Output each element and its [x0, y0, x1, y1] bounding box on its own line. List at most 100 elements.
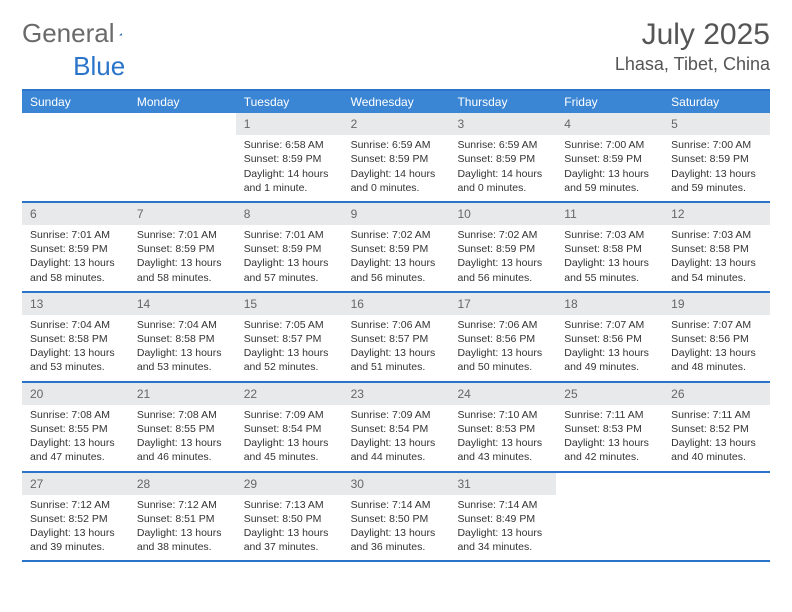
daylight-text: and 58 minutes.	[137, 271, 228, 285]
sunset-text: Sunset: 8:57 PM	[244, 332, 335, 346]
daylight-text: Daylight: 14 hours	[244, 167, 335, 181]
sunset-text: Sunset: 8:59 PM	[351, 152, 442, 166]
day-cell: 21Sunrise: 7:08 AMSunset: 8:55 PMDayligh…	[129, 383, 236, 471]
sunset-text: Sunset: 8:54 PM	[244, 422, 335, 436]
sunrise-text: Sunrise: 7:00 AM	[671, 138, 762, 152]
daylight-text: and 47 minutes.	[30, 450, 121, 464]
daylight-text: Daylight: 13 hours	[244, 436, 335, 450]
day-label: Monday	[129, 91, 236, 113]
day-number: 10	[449, 203, 556, 225]
day-number: 11	[556, 203, 663, 225]
day-cell: 27Sunrise: 7:12 AMSunset: 8:52 PMDayligh…	[22, 473, 129, 561]
week-row: 27 Sunrise: 7:12 AMSunset: 8:52 PM Dayligh…	[22, 473, 770, 563]
sunrise-text: Sunrise: 7:01 AM	[244, 228, 335, 242]
day-cell: 9Sunrise: 7:02 AMSunset: 8:59 PMDaylight…	[343, 203, 450, 291]
day-body: Sunrise: 7:12 AMSunset: 8:51 PMDaylight:…	[129, 495, 236, 561]
day-cell: 2Sunrise: 6:59 AMSunset: 8:59 PMDaylight…	[343, 113, 450, 201]
sunrise-text: Sunrise: 7:04 AM	[137, 318, 228, 332]
sunrise-text: Sunrise: 7:10 AM	[457, 408, 548, 422]
sunset-text: Sunset: 8:59 PM	[137, 242, 228, 256]
day-cell: 17Sunrise: 7:06 AMSunset: 8:56 PMDayligh…	[449, 293, 556, 381]
day-body: Sunrise: 7:01 AMSunset: 8:59 PMDaylight:…	[22, 225, 129, 291]
sunset-text: Sunset: 8:59 PM	[30, 242, 121, 256]
sunrise-text: Sunrise: 7:07 AM	[671, 318, 762, 332]
day-cell: 15Sunrise: 7:05 AMSunset: 8:57 PMDayligh…	[236, 293, 343, 381]
sunset-text: Sunset: 8:58 PM	[30, 332, 121, 346]
sunrise-text: Sunrise: 6:59 AM	[457, 138, 548, 152]
sunset-text: Sunset: 8:58 PM	[671, 242, 762, 256]
sunrise-text: Sunrise: 7:08 AM	[30, 408, 121, 422]
day-label: Friday	[556, 91, 663, 113]
sunset-text: Sunset: 8:51 PM	[137, 512, 228, 526]
daylight-text: and 59 minutes.	[564, 181, 655, 195]
daylight-text: Daylight: 14 hours	[351, 167, 442, 181]
day-number: 21	[129, 383, 236, 405]
daylight-text: and 45 minutes.	[244, 450, 335, 464]
daylight-text: Daylight: 13 hours	[564, 346, 655, 360]
daylight-text: Daylight: 13 hours	[137, 346, 228, 360]
sunrise-text: Sunrise: 7:03 AM	[564, 228, 655, 242]
day-number: 6	[22, 203, 129, 225]
day-number: 28	[129, 473, 236, 495]
sunrise-text: Sunrise: 7:03 AM	[671, 228, 762, 242]
sunset-text: Sunset: 8:55 PM	[137, 422, 228, 436]
day-body: Sunrise: 7:10 AMSunset: 8:53 PMDaylight:…	[449, 405, 556, 471]
day-label: Wednesday	[343, 91, 450, 113]
daylight-text: and 54 minutes.	[671, 271, 762, 285]
day-number: 3	[449, 113, 556, 135]
sunset-text: Sunset: 8:58 PM	[137, 332, 228, 346]
daylight-text: and 44 minutes.	[351, 450, 442, 464]
day-body: Sunrise: 7:14 AMSunset: 8:49 PMDaylight:…	[449, 495, 556, 561]
daylight-text: and 0 minutes.	[457, 181, 548, 195]
daylight-text: Daylight: 13 hours	[671, 436, 762, 450]
logo: General	[22, 18, 145, 49]
day-number: 27	[22, 473, 129, 495]
sunrise-text: Sunrise: 7:02 AM	[351, 228, 442, 242]
day-number: 20	[22, 383, 129, 405]
sunset-text: Sunset: 8:56 PM	[671, 332, 762, 346]
daylight-text: Daylight: 14 hours	[457, 167, 548, 181]
daylight-text: and 34 minutes.	[457, 540, 548, 554]
day-cell: 23Sunrise: 7:09 AMSunset: 8:54 PMDayligh…	[343, 383, 450, 471]
daylight-text: and 36 minutes.	[351, 540, 442, 554]
daylight-text: and 42 minutes.	[564, 450, 655, 464]
daylight-text: and 56 minutes.	[457, 271, 548, 285]
day-body: Sunrise: 7:02 AMSunset: 8:59 PMDaylight:…	[449, 225, 556, 291]
day-body: Sunrise: 7:02 AMSunset: 8:59 PMDaylight:…	[343, 225, 450, 291]
sunrise-text: Sunrise: 7:00 AM	[564, 138, 655, 152]
daylight-text: Daylight: 13 hours	[137, 526, 228, 540]
calendar: Sunday Monday Tuesday Wednesday Thursday…	[22, 89, 770, 562]
sunset-text: Sunset: 8:52 PM	[30, 512, 121, 526]
sunset-text: Sunset: 8:52 PM	[671, 422, 762, 436]
day-cell: 14Sunrise: 7:04 AMSunset: 8:58 PMDayligh…	[129, 293, 236, 381]
day-cell: 4Sunrise: 7:00 AMSunset: 8:59 PMDaylight…	[556, 113, 663, 201]
daylight-text: Daylight: 13 hours	[244, 346, 335, 360]
daylight-text: Daylight: 13 hours	[457, 346, 548, 360]
daylight-text: and 46 minutes.	[137, 450, 228, 464]
daylight-text: and 39 minutes.	[30, 540, 121, 554]
day-body: Sunrise: 7:09 AMSunset: 8:54 PMDaylight:…	[236, 405, 343, 471]
logo-text-2: Blue	[73, 51, 125, 82]
daylight-text: and 1 minute.	[244, 181, 335, 195]
daylight-text: Daylight: 13 hours	[351, 256, 442, 270]
day-body: Sunrise: 7:06 AMSunset: 8:56 PMDaylight:…	[449, 315, 556, 381]
sunrise-text: Sunrise: 7:07 AM	[564, 318, 655, 332]
sunrise-text: Sunrise: 7:01 AM	[137, 228, 228, 242]
day-cell: 10Sunrise: 7:02 AMSunset: 8:59 PMDayligh…	[449, 203, 556, 291]
day-body: Sunrise: 7:03 AMSunset: 8:58 PMDaylight:…	[663, 225, 770, 291]
sunrise-text: Sunrise: 7:11 AM	[564, 408, 655, 422]
day-body: Sunrise: 6:59 AMSunset: 8:59 PMDaylight:…	[343, 135, 450, 201]
day-number: 18	[556, 293, 663, 315]
day-cell: 19Sunrise: 7:07 AMSunset: 8:56 PMDayligh…	[663, 293, 770, 381]
day-body: Sunrise: 7:04 AMSunset: 8:58 PMDaylight:…	[22, 315, 129, 381]
sunrise-text: Sunrise: 7:01 AM	[30, 228, 121, 242]
daylight-text: and 38 minutes.	[137, 540, 228, 554]
day-number: 24	[449, 383, 556, 405]
daylight-text: Daylight: 13 hours	[671, 167, 762, 181]
day-body: Sunrise: 7:01 AMSunset: 8:59 PMDaylight:…	[129, 225, 236, 291]
sunrise-text: Sunrise: 7:12 AM	[30, 498, 121, 512]
sunset-text: Sunset: 8:53 PM	[564, 422, 655, 436]
sunrise-text: Sunrise: 7:05 AM	[244, 318, 335, 332]
sunrise-text: Sunrise: 7:14 AM	[457, 498, 548, 512]
day-cell: 24Sunrise: 7:10 AMSunset: 8:53 PMDayligh…	[449, 383, 556, 471]
